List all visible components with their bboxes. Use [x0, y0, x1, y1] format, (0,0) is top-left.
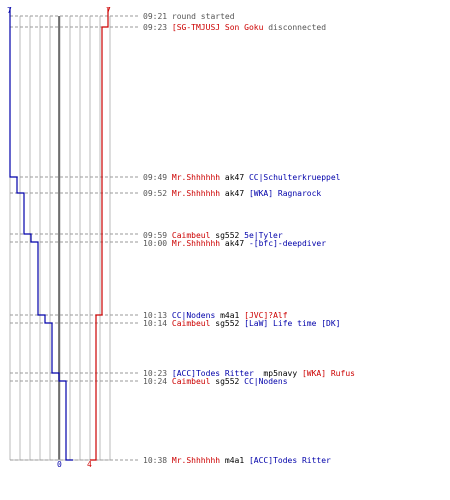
event-time: 10:14	[143, 319, 172, 328]
blue-end-score: 0	[57, 460, 62, 469]
event-time: 09:59	[143, 231, 172, 240]
event-message: disconnected	[263, 23, 327, 32]
event-row: 10:00 Mr.Shhhhhh ak47 -[bfc]-deepdiver	[143, 240, 326, 248]
event-weapon: ak47	[220, 239, 249, 248]
event-player: CC|Nodens	[171, 311, 216, 320]
event-time: 10:13	[143, 311, 172, 320]
event-player: Caimbeul	[171, 231, 211, 240]
event-player: Mr.Shhhhhh	[171, 239, 221, 248]
event-row: 09:49 Mr.Shhhhhh ak47 CC|Schulterkrueppe…	[143, 174, 341, 182]
event-time: 09:52	[143, 189, 172, 198]
event-weapon: mp5navy	[253, 369, 302, 378]
event-time: 10:24	[143, 377, 172, 386]
event-player: [ACC]Todes Ritter	[248, 456, 331, 465]
event-player: 5e|Tyler	[244, 231, 283, 240]
event-row: 10:14 Caimbeul sg552 [LaW] Life time [DK…	[143, 320, 340, 328]
event-player: [JVC]?Alf	[244, 311, 288, 320]
event-weapon: m4a1	[220, 456, 249, 465]
event-player: [ACC]Todes Ritter	[171, 369, 254, 378]
event-time: 10:23	[143, 369, 172, 378]
blue-start-score: 7	[7, 6, 12, 15]
event-time: 10:38	[143, 456, 172, 465]
event-weapon: ak47	[220, 189, 249, 198]
event-weapon: ak47	[220, 173, 249, 182]
red-score-line	[90, 8, 109, 461]
event-player: [WKA] Ragnarock	[248, 189, 322, 198]
blue-score-line	[9, 8, 73, 461]
event-time: 09:23	[143, 23, 172, 32]
event-player: [WKA] Rufus	[301, 369, 355, 378]
event-player: Mr.Shhhhhh	[171, 173, 221, 182]
event-player: Caimbeul	[171, 377, 211, 386]
event-player: CC|Schulterkrueppel	[248, 173, 341, 182]
event-row: 10:13 CC|Nodens m4a1 [JVC]?Alf	[143, 312, 288, 320]
event-weapon: m4a1	[215, 311, 245, 320]
event-row: 10:24 Caimbeul sg552 CC|Nodens	[143, 378, 288, 386]
event-row: 10:23 [ACC]Todes Ritter mp5navy [WKA] Ru…	[143, 370, 355, 378]
event-player: Caimbeul	[171, 319, 211, 328]
red-end-score: 4	[87, 460, 92, 469]
event-weapon: sg552	[210, 231, 245, 240]
event-player: [LaW] Life time [DK]	[244, 319, 341, 328]
event-time: 09:49	[143, 173, 172, 182]
event-player: -[bfc]-deepdiver	[248, 239, 327, 248]
event-player: Mr.Shhhhhh	[171, 189, 221, 198]
event-player: [SG-TMJUSJ Son Goku	[171, 23, 264, 32]
red-start-score: 7	[106, 6, 111, 15]
event-weapon: sg552	[210, 319, 245, 328]
event-row: 09:23 [SG-TMJUSJ Son Goku disconnected	[143, 24, 326, 32]
event-time: 10:00	[143, 239, 172, 248]
event-weapon: sg552	[210, 377, 245, 386]
event-row: 09:52 Mr.Shhhhhh ak47 [WKA] Ragnarock	[143, 190, 321, 198]
event-player: CC|Nodens	[244, 377, 288, 386]
event-player: Mr.Shhhhhh	[171, 456, 221, 465]
event-message: round started	[171, 12, 235, 21]
event-row: 10:38 Mr.Shhhhhh m4a1 [ACC]Todes Ritter	[143, 457, 331, 465]
event-row: 09:21 round started	[143, 13, 235, 21]
event-time: 09:21	[143, 12, 172, 21]
event-row: 09:59 Caimbeul sg552 5e|Tyler	[143, 232, 283, 240]
